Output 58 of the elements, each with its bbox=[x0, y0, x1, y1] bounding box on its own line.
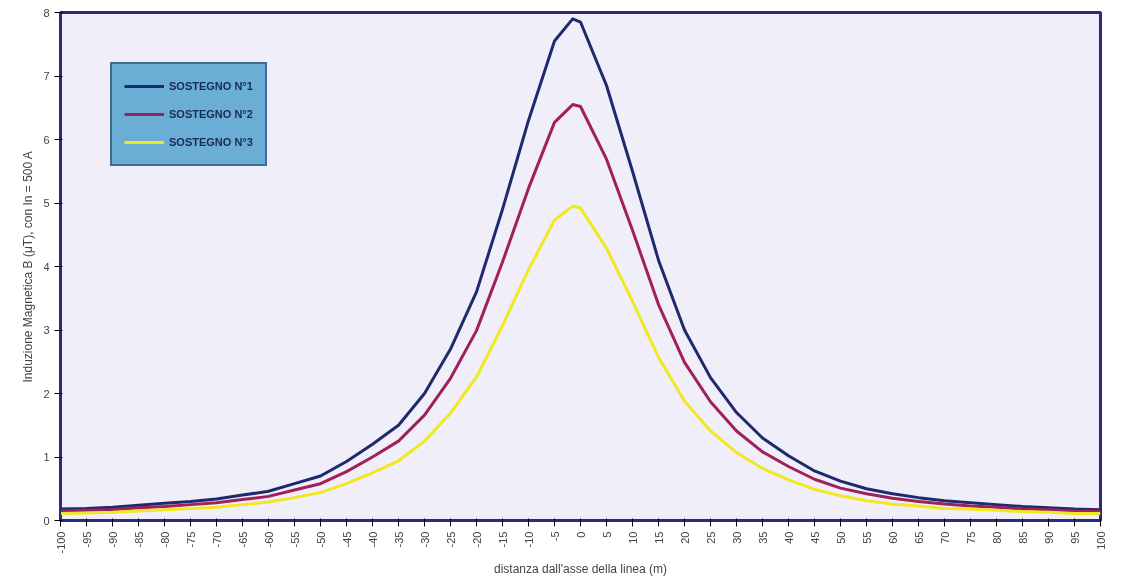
x-tick-label: 50 bbox=[834, 531, 847, 544]
x-tick-label: -70 bbox=[210, 531, 223, 548]
y-tick-label: 3 bbox=[43, 324, 50, 336]
x-tick-label: 40 bbox=[782, 531, 795, 544]
x-tick-label: 15 bbox=[652, 531, 665, 544]
x-tick-label: 75 bbox=[964, 531, 977, 544]
x-tick-label: -60 bbox=[262, 531, 275, 548]
x-tick-label: 85 bbox=[1016, 531, 1029, 544]
y-tick-label: 0 bbox=[43, 514, 50, 527]
x-tick-label: -100 bbox=[54, 531, 67, 554]
x-tick-label: -30 bbox=[418, 531, 431, 548]
y-tick-label: 6 bbox=[43, 133, 50, 146]
legend-label: SOSTEGNO N°2 bbox=[169, 108, 253, 120]
y-tick-label: 8 bbox=[43, 6, 50, 19]
x-tick-label: -35 bbox=[392, 531, 405, 548]
x-tick-label: 10 bbox=[626, 531, 639, 544]
x-axis-title: distanza dall'asse della linea (m) bbox=[493, 561, 668, 576]
x-tick-label: -65 bbox=[236, 531, 249, 548]
y-tick-label: 1 bbox=[43, 451, 50, 463]
x-tick-label: 20 bbox=[678, 531, 691, 544]
x-tick-label: -55 bbox=[288, 531, 301, 548]
y-tick-label: 2 bbox=[43, 387, 50, 400]
x-tick-label: -25 bbox=[444, 531, 457, 548]
x-tick-label: 0 bbox=[574, 531, 587, 538]
y-tick-label: 7 bbox=[43, 70, 50, 82]
x-tick-label: -20 bbox=[470, 531, 483, 548]
x-tick-label: -45 bbox=[340, 531, 353, 548]
x-tick-label: -15 bbox=[496, 531, 509, 548]
x-tick-label: -85 bbox=[132, 531, 145, 548]
y-tick-label: 4 bbox=[43, 260, 50, 273]
y-axis-title: Induzione Magnetica B (μT), con In = 500 A bbox=[21, 151, 36, 383]
x-tick-label: 5 bbox=[600, 531, 613, 538]
x-tick-label: 80 bbox=[990, 531, 1003, 544]
line-series bbox=[60, 17, 1101, 512]
x-tick-label: 100 bbox=[1094, 531, 1107, 550]
y-tick-label: 5 bbox=[43, 197, 50, 209]
x-tick-label: 70 bbox=[938, 531, 951, 544]
x-tick-label: 55 bbox=[860, 531, 873, 544]
x-tick-label: 35 bbox=[756, 531, 769, 544]
x-tick-label: -95 bbox=[80, 531, 93, 548]
x-tick-label: 90 bbox=[1042, 531, 1055, 544]
line-series bbox=[60, 103, 1101, 514]
x-tick-label: 25 bbox=[704, 531, 717, 544]
x-tick-label: 65 bbox=[912, 531, 925, 544]
x-tick-label: -50 bbox=[314, 531, 327, 548]
x-tick-label: -80 bbox=[158, 531, 171, 548]
x-tick-label: -90 bbox=[106, 531, 119, 548]
x-tick-label: -10 bbox=[522, 531, 535, 548]
legend-label: SOSTEGNO N°1 bbox=[169, 80, 253, 92]
line-series bbox=[60, 204, 1101, 516]
x-tick-label: 95 bbox=[1068, 531, 1081, 544]
x-tick-label: 45 bbox=[808, 531, 821, 544]
x-tick-label: -75 bbox=[184, 531, 197, 548]
x-tick-label: -40 bbox=[366, 531, 379, 548]
x-tick-label: 60 bbox=[886, 531, 899, 544]
legend-label: SOSTEGNO N°3 bbox=[169, 136, 253, 148]
x-tick-label: -5 bbox=[548, 531, 561, 542]
x-tick-label: 30 bbox=[730, 531, 743, 544]
